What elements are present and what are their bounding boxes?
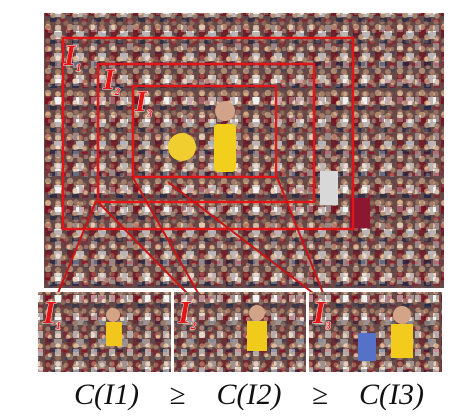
crop-i2: I2 bbox=[174, 292, 306, 372]
box-i2-label: I2 bbox=[102, 63, 121, 98]
formula-term-2: C(I2) bbox=[216, 378, 282, 411]
yellow-shirt-figure bbox=[168, 133, 196, 161]
main-photo bbox=[44, 13, 444, 288]
formula-op-1: ≥ bbox=[169, 378, 186, 411]
box-i3-label: I3 bbox=[134, 85, 153, 120]
crop-i3-label: I3 bbox=[312, 294, 331, 332]
crop-links bbox=[57, 175, 324, 294]
formula: C(I1) ≥ C(I2) ≥ C(I3) bbox=[74, 378, 424, 412]
crop-i3: I3 bbox=[309, 292, 442, 372]
box-i1-label: I1 bbox=[63, 39, 81, 74]
crop-i1: I1 bbox=[38, 292, 171, 372]
yellow-jacket-figure bbox=[214, 124, 236, 172]
crop-row: I1 I2 bbox=[38, 292, 442, 372]
crop-i1-label: I1 bbox=[42, 294, 61, 332]
formula-term-1: C(I1) bbox=[74, 378, 139, 411]
formula-op-2: ≥ bbox=[312, 378, 329, 411]
white-shirt-figure bbox=[320, 171, 338, 205]
crop-i2-label: I2 bbox=[177, 294, 196, 332]
box-i3: I3 bbox=[131, 85, 278, 179]
box-i2: I2 bbox=[96, 63, 316, 204]
formula-term-3: C(I3) bbox=[359, 378, 424, 411]
maroon-shirt-figure bbox=[350, 198, 370, 228]
box-i1: I1 bbox=[61, 36, 355, 231]
face-figure bbox=[215, 101, 235, 121]
